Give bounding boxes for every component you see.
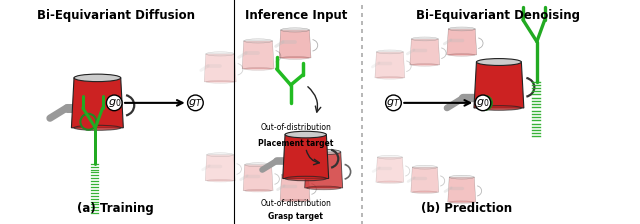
Ellipse shape — [376, 77, 403, 79]
Polygon shape — [280, 175, 310, 201]
Ellipse shape — [412, 64, 438, 66]
Text: $g_0$: $g_0$ — [108, 97, 121, 109]
Polygon shape — [205, 155, 235, 181]
Polygon shape — [305, 152, 342, 188]
Text: Inference Input: Inference Input — [244, 9, 347, 22]
Polygon shape — [72, 78, 124, 128]
Ellipse shape — [207, 179, 234, 182]
Ellipse shape — [476, 58, 522, 65]
Polygon shape — [447, 29, 477, 55]
Ellipse shape — [378, 155, 403, 159]
Text: (b) Prediction: (b) Prediction — [421, 202, 513, 215]
Text: $g_0$: $g_0$ — [476, 97, 490, 109]
Ellipse shape — [285, 131, 326, 138]
Polygon shape — [376, 157, 404, 182]
Ellipse shape — [281, 28, 309, 32]
Ellipse shape — [448, 54, 476, 56]
Ellipse shape — [412, 191, 437, 194]
Ellipse shape — [412, 37, 438, 41]
Text: Bi-Equivariant Diffusion: Bi-Equivariant Diffusion — [36, 9, 195, 22]
Ellipse shape — [206, 80, 234, 83]
Circle shape — [106, 95, 122, 111]
Ellipse shape — [244, 189, 271, 192]
Text: (a) Training: (a) Training — [77, 202, 154, 215]
Ellipse shape — [449, 175, 474, 179]
Circle shape — [478, 96, 492, 110]
Ellipse shape — [307, 149, 340, 155]
Circle shape — [386, 95, 401, 111]
Polygon shape — [410, 39, 440, 65]
Polygon shape — [448, 177, 476, 202]
Ellipse shape — [378, 181, 403, 183]
Ellipse shape — [449, 201, 474, 203]
Ellipse shape — [74, 125, 121, 130]
Ellipse shape — [206, 52, 234, 56]
Ellipse shape — [281, 56, 309, 59]
Circle shape — [475, 95, 491, 111]
Circle shape — [188, 95, 204, 111]
Circle shape — [81, 114, 97, 130]
Ellipse shape — [282, 173, 308, 177]
Text: $g_T$: $g_T$ — [387, 97, 401, 109]
Text: Grasp target: Grasp target — [268, 212, 323, 222]
Polygon shape — [375, 52, 405, 78]
Ellipse shape — [285, 176, 326, 181]
Polygon shape — [474, 62, 524, 108]
Polygon shape — [243, 165, 273, 191]
Ellipse shape — [448, 27, 476, 31]
Ellipse shape — [282, 199, 308, 202]
Ellipse shape — [412, 165, 437, 169]
Ellipse shape — [74, 74, 121, 82]
Text: Placement target: Placement target — [258, 139, 333, 148]
Ellipse shape — [244, 163, 271, 167]
Text: $g_T$: $g_T$ — [188, 97, 202, 109]
Text: Out-of-distribution: Out-of-distribution — [260, 199, 331, 208]
Ellipse shape — [207, 153, 234, 157]
Ellipse shape — [244, 67, 273, 70]
Polygon shape — [204, 54, 236, 82]
Polygon shape — [411, 167, 439, 192]
Ellipse shape — [476, 106, 522, 110]
Ellipse shape — [376, 50, 403, 54]
Polygon shape — [283, 135, 329, 179]
Text: Out-of-distribution: Out-of-distribution — [260, 123, 331, 132]
Polygon shape — [242, 41, 274, 69]
Text: Bi-Equivariant Denoising: Bi-Equivariant Denoising — [415, 9, 580, 22]
Polygon shape — [279, 30, 311, 58]
Ellipse shape — [307, 186, 340, 190]
Ellipse shape — [244, 39, 273, 43]
